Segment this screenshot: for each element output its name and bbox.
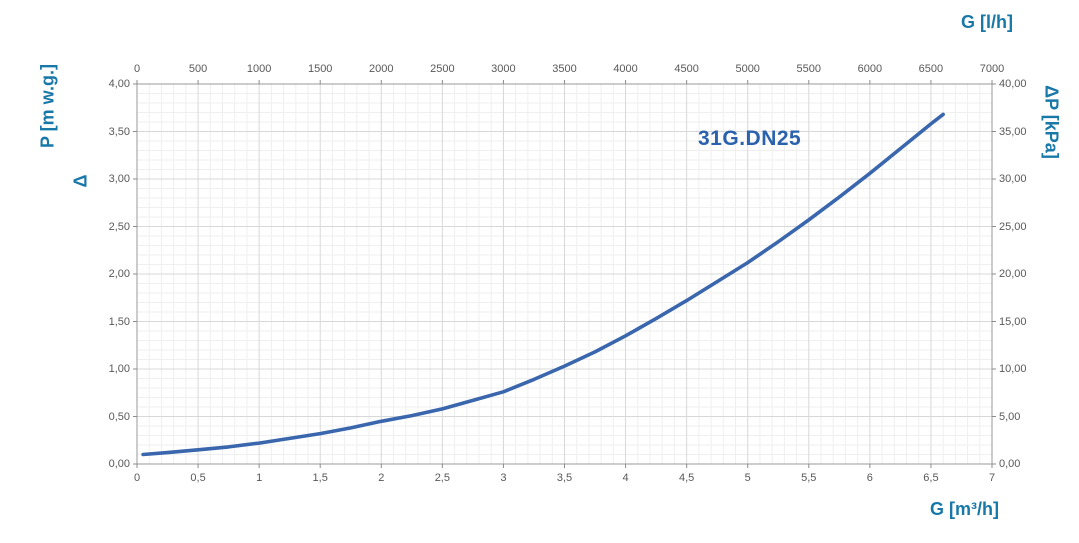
top-axis-tick-label: 1500 xyxy=(307,63,333,75)
top-axis-tick-label: 3500 xyxy=(552,63,577,75)
top-axis-tick-label: 4500 xyxy=(674,63,699,75)
right-axis-tick-label: 10,00 xyxy=(999,363,1027,375)
top-axis-tick-label: 0 xyxy=(133,63,141,75)
bottom-axis-tick-label: 4,5 xyxy=(678,472,695,484)
top-axis-tick-label: 2500 xyxy=(430,63,455,75)
left-axis-tick-label: 2,50 xyxy=(108,220,130,233)
left-axis-tick-label: 3,50 xyxy=(108,125,130,138)
bottom-axis-tick-label: 4 xyxy=(622,472,629,484)
right-axis-tick-label: 25,00 xyxy=(999,220,1027,233)
top-axis-tick-label: 1000 xyxy=(246,63,272,75)
bottom-axis-tick-label: 6,5 xyxy=(923,472,939,484)
right-axis-tick-label: 20,00 xyxy=(999,268,1027,280)
top-axis-tick-label: 2000 xyxy=(369,63,394,75)
left-axis-tick-label: 0,50 xyxy=(108,410,130,423)
top-axis-tick-label: 5000 xyxy=(735,63,760,75)
left-axis-tick-label: 0,00 xyxy=(108,458,130,470)
left-axis-tick-label: 4,00 xyxy=(108,78,130,90)
left-axis-tick-label: 3,00 xyxy=(108,173,130,185)
bottom-axis-tick-label: 0 xyxy=(133,472,141,484)
bottom-axis-tick-label: 6 xyxy=(866,472,873,484)
bottom-axis-title: G [m³/h] xyxy=(930,499,999,519)
right-axis-tick-label: 15,00 xyxy=(999,315,1027,328)
bottom-axis-tick-label: 2,5 xyxy=(434,472,450,484)
bottom-axis-tick-label: 2 xyxy=(378,472,385,484)
right-axis-tick-label: 35,00 xyxy=(999,125,1027,138)
bottom-axis-tick-label: 1,5 xyxy=(312,472,328,484)
top-axis-tick-label: 6000 xyxy=(857,63,883,75)
top-axis-tick-label: 4000 xyxy=(613,63,638,75)
top-axis-tick-label: 3000 xyxy=(491,63,516,75)
bottom-axis-tick-label: 5,5 xyxy=(801,472,817,484)
bottom-axis-tick-label: 3,5 xyxy=(556,472,573,484)
right-axis-tick-label: 5,00 xyxy=(999,410,1021,423)
bottom-axis-tick-label: 3 xyxy=(500,472,507,484)
top-axis-tick-label: 7000 xyxy=(979,63,1005,75)
top-axis-tick-label: 500 xyxy=(188,63,208,75)
bottom-axis-tick-label: 1 xyxy=(256,472,263,484)
bottom-axis-tick-label: 5 xyxy=(744,472,751,484)
left-axis-title: P [m w.g.] xyxy=(37,63,58,149)
left-axis-tick-label: 2,00 xyxy=(108,268,130,280)
right-axis-tick-label: 30,00 xyxy=(999,173,1027,185)
left-axis-tick-label: 1,50 xyxy=(108,315,130,328)
left-axis-tick-label: 1,00 xyxy=(108,363,130,375)
top-axis-title: G [l/h] xyxy=(961,12,1013,32)
right-axis-tick-label: 40,00 xyxy=(999,78,1027,90)
series-label: 31G.DN25 xyxy=(698,127,802,150)
right-axis-tick-label: 0,00 xyxy=(999,458,1021,470)
top-axis-tick-label: 6500 xyxy=(918,63,944,75)
top-axis-tick-label: 5500 xyxy=(796,63,822,75)
bottom-axis-tick-label: 0,5 xyxy=(190,472,206,484)
bottom-axis-tick-label: 7 xyxy=(988,472,996,484)
right-axis-title: ΔP [kPa] xyxy=(1041,85,1062,159)
